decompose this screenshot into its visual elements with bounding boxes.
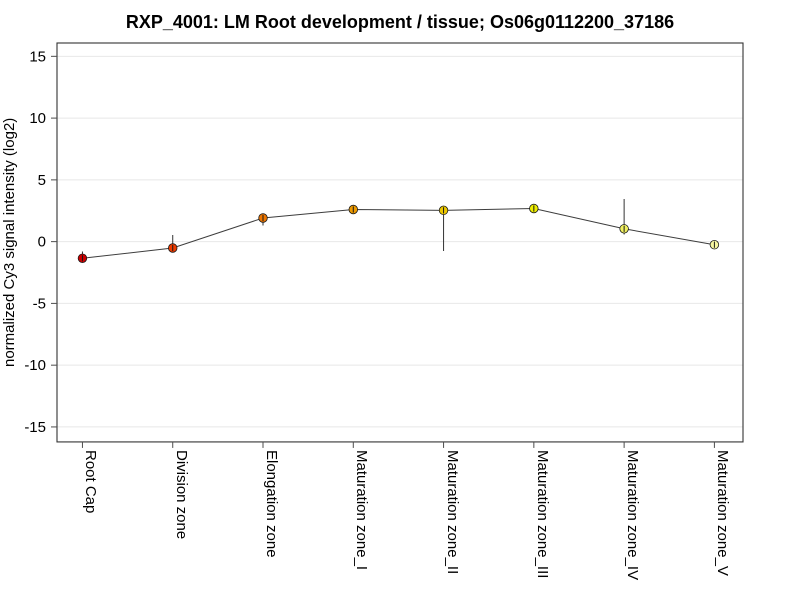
svg-text:0: 0	[38, 234, 46, 251]
svg-text:10: 10	[29, 110, 46, 127]
svg-text:15: 15	[29, 48, 46, 65]
svg-text:-15: -15	[24, 419, 46, 436]
svg-text:5: 5	[38, 172, 46, 189]
svg-text:-5: -5	[33, 295, 46, 312]
svg-text:-10: -10	[24, 357, 46, 374]
